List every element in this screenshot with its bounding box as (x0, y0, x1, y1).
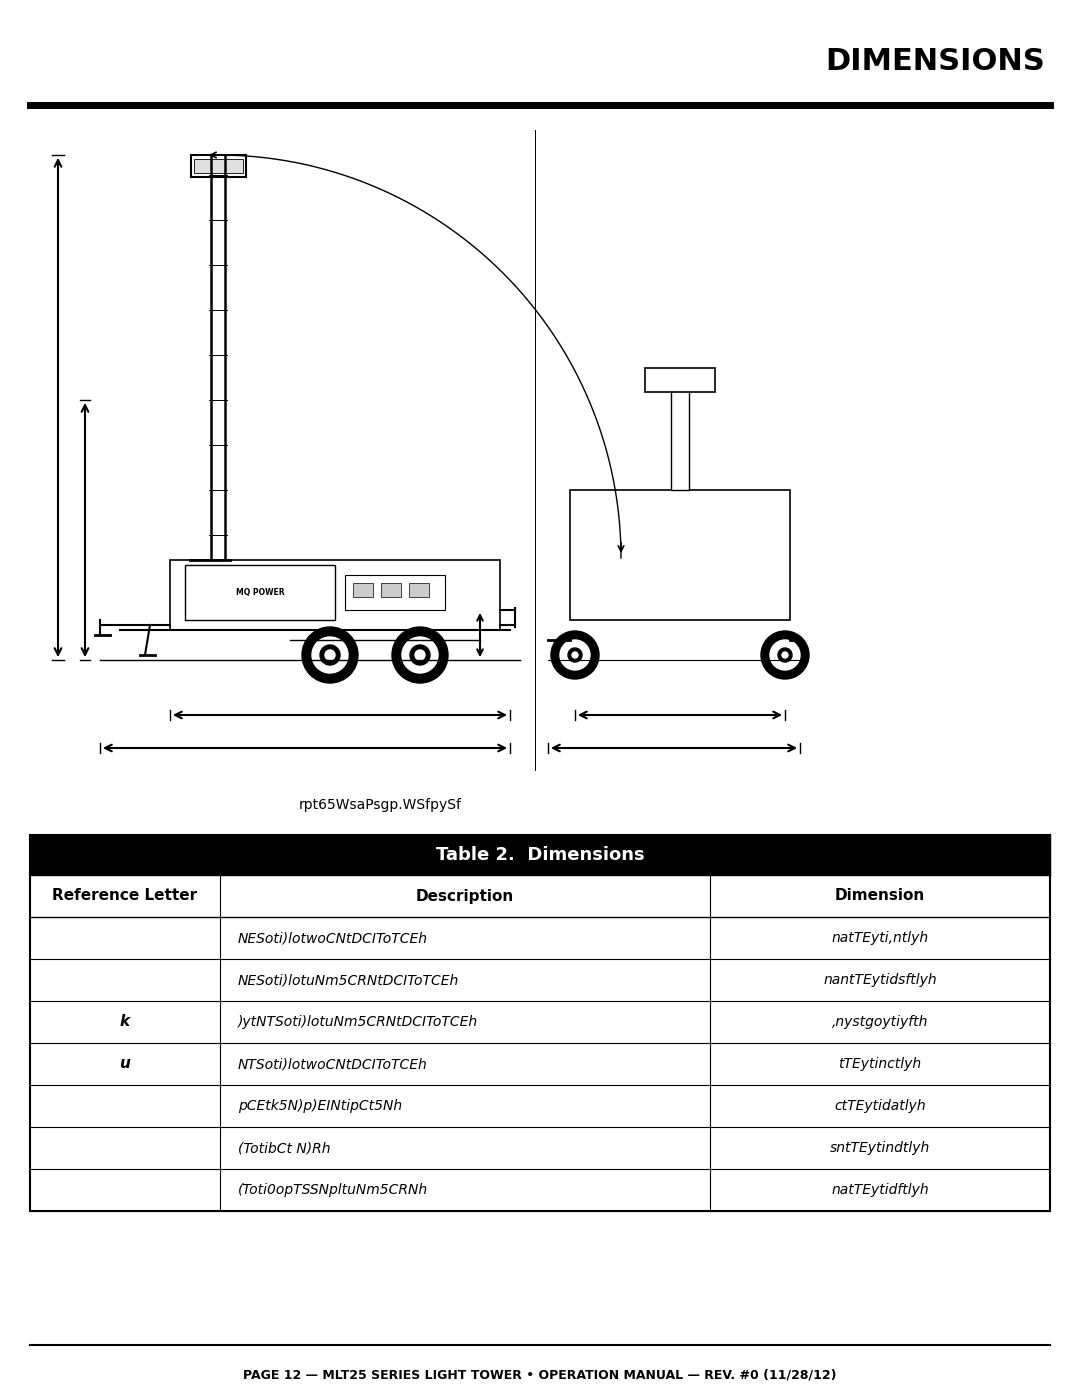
Text: pCEtk5N)p)EINtipCt5Nh: pCEtk5N)p)EINtipCt5Nh (238, 1099, 402, 1113)
Circle shape (778, 648, 792, 662)
Text: PAGE 12 — MLT25 SERIES LIGHT TOWER • OPERATION MANUAL — REV. #0 (11/28/12): PAGE 12 — MLT25 SERIES LIGHT TOWER • OPE… (243, 1369, 837, 1382)
Text: ,nystgoytiyfth: ,nystgoytiyfth (832, 1016, 928, 1030)
Circle shape (568, 648, 582, 662)
Circle shape (770, 640, 800, 671)
Bar (30, 875, 1050, 916)
Bar (170, 560, 500, 630)
Text: Reference Letter: Reference Letter (53, 888, 198, 904)
Text: NESoti)lotuNm5CRNtDCIToTCEh: NESoti)lotuNm5CRNtDCIToTCEh (238, 972, 459, 988)
Text: Table 2.  Dimensions: Table 2. Dimensions (435, 847, 645, 863)
Bar (353, 583, 373, 597)
Bar (645, 367, 715, 393)
Text: DIMENSIONS: DIMENSIONS (825, 47, 1045, 77)
Circle shape (561, 640, 590, 671)
Circle shape (320, 645, 340, 665)
Bar (185, 564, 335, 620)
Circle shape (392, 627, 448, 683)
Text: ctTEytidatlyh: ctTEytidatlyh (834, 1099, 926, 1113)
Circle shape (551, 631, 599, 679)
Bar (381, 583, 401, 597)
Circle shape (325, 650, 335, 659)
Circle shape (312, 637, 348, 673)
Bar (671, 390, 689, 490)
Text: Dimension: Dimension (835, 888, 926, 904)
Text: )ytNTSoti)lotuNm5CRNtDCIToTCEh: )ytNTSoti)lotuNm5CRNtDCIToTCEh (238, 1016, 478, 1030)
Bar (345, 576, 445, 610)
Text: NTSoti)lotwoCNtDCIToTCEh: NTSoti)lotwoCNtDCIToTCEh (238, 1058, 428, 1071)
Text: nantTEytidsftlyh: nantTEytidsftlyh (823, 972, 936, 988)
Bar (30, 958, 1050, 1002)
Text: tTEytinctlyh: tTEytinctlyh (838, 1058, 921, 1071)
Circle shape (572, 652, 578, 658)
Circle shape (761, 631, 809, 679)
Text: rpt65WsaPsgp.WSfpySf: rpt65WsaPsgp.WSfpySf (298, 798, 461, 812)
Circle shape (782, 652, 788, 658)
Text: sntTEytindtlyh: sntTEytindtlyh (829, 1141, 930, 1155)
Bar (30, 835, 1050, 1211)
Bar (30, 835, 1050, 875)
Text: u: u (120, 1056, 131, 1071)
Text: natTEytidftlyh: natTEytidftlyh (832, 1183, 929, 1197)
Circle shape (402, 637, 438, 673)
Text: (TotibCt N)Rh: (TotibCt N)Rh (238, 1141, 330, 1155)
Bar (30, 1085, 1050, 1127)
Bar (191, 155, 246, 177)
Circle shape (415, 650, 426, 659)
Circle shape (302, 627, 357, 683)
Circle shape (410, 645, 430, 665)
Text: NESoti)lotwoCNtDCIToTCEh: NESoti)lotwoCNtDCIToTCEh (238, 930, 428, 944)
Bar (570, 490, 789, 620)
Bar (409, 583, 429, 597)
Bar (30, 1127, 1050, 1169)
Text: Description: Description (416, 888, 514, 904)
Text: MQ POWER: MQ POWER (235, 588, 284, 597)
Bar (30, 1169, 1050, 1211)
Bar (194, 159, 243, 173)
Bar (30, 1044, 1050, 1085)
Text: (Toti0opTSSNpltuNm5CRNh: (Toti0opTSSNpltuNm5CRNh (238, 1183, 428, 1197)
Bar (30, 916, 1050, 958)
Text: k: k (120, 1014, 130, 1030)
Bar (30, 1002, 1050, 1044)
Text: natTEyti,ntlyh: natTEyti,ntlyh (832, 930, 929, 944)
